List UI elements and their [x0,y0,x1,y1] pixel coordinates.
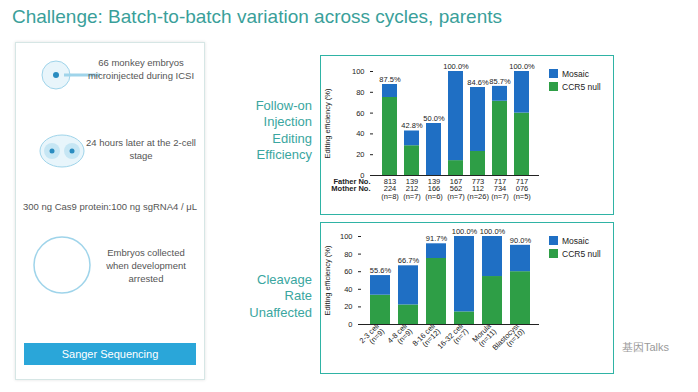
svg-text:Father No.Mother No.: Father No.Mother No. [331,177,370,194]
svg-text:50.0%: 50.0% [423,114,445,123]
svg-text:100.0%: 100.0% [480,227,506,236]
svg-text:813224(n=8): 813224(n=8) [381,177,399,201]
svg-text:66.7%: 66.7% [398,256,420,265]
svg-text:773112(n=26): 773112(n=26) [467,177,489,201]
svg-text:87.5%: 87.5% [379,75,401,84]
svg-text:100.0%: 100.0% [452,227,478,236]
svg-text:8-16 cell(n=12): 8-16 cell(n=12) [411,321,443,353]
svg-text:20: 20 [356,150,364,159]
svg-text:139166(n=6): 139166(n=6) [425,177,443,201]
svg-text:55.6%: 55.6% [370,266,392,275]
svg-text:0: 0 [348,320,352,329]
svg-text:80: 80 [344,250,352,259]
svg-text:100: 100 [352,67,365,76]
svg-text:100: 100 [340,232,353,241]
svg-text:85.7%: 85.7% [489,77,511,86]
svg-text:Blastocyst(n=10): Blastocyst(n=10) [490,321,526,357]
svg-text:20: 20 [344,302,352,311]
svg-text:80: 80 [356,88,364,97]
svg-text:139212(n=7): 139212(n=7) [403,177,421,201]
svg-text:84.6%: 84.6% [467,78,489,87]
svg-text:4-8 cell(n=9): 4-8 cell(n=9) [385,321,414,350]
svg-text:2-3 cell(n=9): 2-3 cell(n=9) [357,321,386,350]
svg-text:167562(n=7): 167562(n=7) [447,177,465,201]
svg-text:Editing efficiency (%): Editing efficiency (%) [323,245,332,315]
svg-text:90.0%: 90.0% [510,236,532,245]
svg-text:91.7%: 91.7% [426,234,448,243]
svg-text:717076(n=5): 717076(n=5) [513,177,531,201]
svg-text:100.0%: 100.0% [443,62,469,71]
svg-text:42.8%: 42.8% [401,121,423,130]
svg-text:16-32 cell(n=7): 16-32 cell(n=7) [436,321,471,356]
svg-text:100.0%: 100.0% [509,62,535,71]
svg-text:717734(n=7): 717734(n=7) [491,177,509,201]
svg-text:60: 60 [344,267,352,276]
svg-text:40: 40 [356,129,364,138]
svg-text:Editing efficiency (%): Editing efficiency (%) [323,88,332,158]
svg-text:40: 40 [344,285,352,294]
svg-text:60: 60 [356,109,364,118]
